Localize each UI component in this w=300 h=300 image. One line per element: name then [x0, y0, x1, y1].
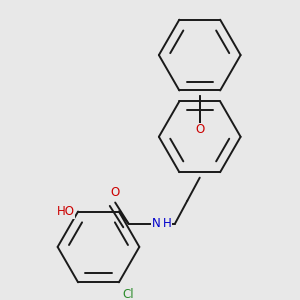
Text: O: O [111, 186, 120, 199]
Text: HO: HO [56, 205, 74, 218]
Text: H: H [162, 217, 171, 230]
Text: Cl: Cl [122, 288, 134, 300]
Text: N: N [152, 217, 161, 230]
Text: O: O [195, 123, 204, 136]
